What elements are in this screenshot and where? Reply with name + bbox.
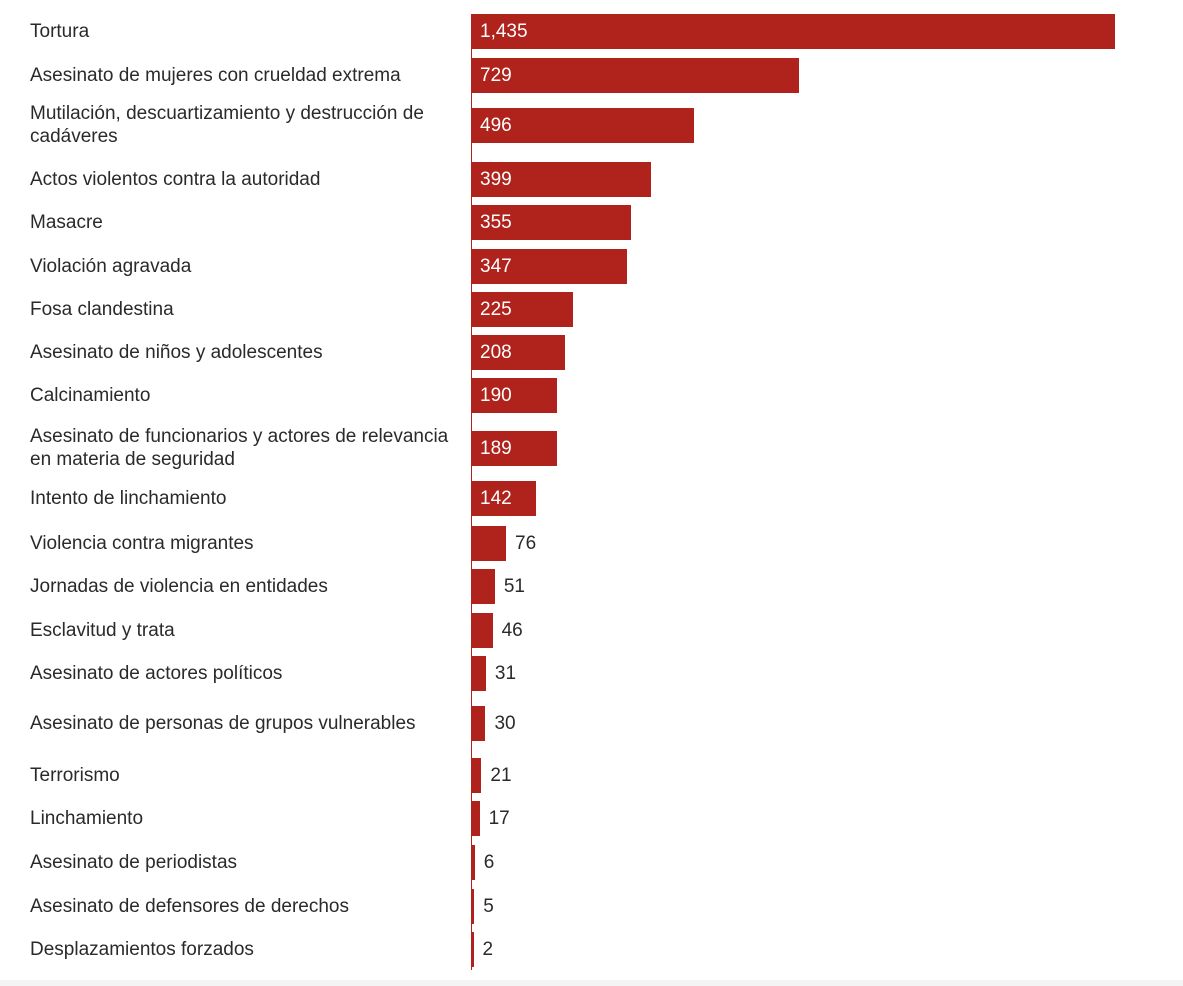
- bar: [472, 888, 475, 924]
- bar: [472, 430, 557, 466]
- category-label: Tortura: [30, 20, 90, 42]
- category-label: Violación agravada: [30, 255, 192, 277]
- category-label: Terrorismo: [30, 764, 120, 786]
- bar: [472, 655, 486, 691]
- category-label: Jornadas de violencia en entidades: [30, 575, 328, 597]
- value-label: 208: [480, 341, 512, 363]
- value-label: 347: [480, 255, 512, 277]
- bar: [472, 107, 695, 143]
- bar: [472, 525, 507, 561]
- footer-divider: [0, 980, 1183, 986]
- category-label: Calcinamiento: [30, 384, 151, 406]
- bar: [472, 248, 628, 284]
- value-label: 496: [480, 114, 512, 136]
- category-label: Masacre: [30, 211, 103, 233]
- bar: [472, 291, 573, 327]
- category-label: Asesinato de personas de grupos vulnerab…: [30, 712, 416, 734]
- category-label: Desplazamientos forzados: [30, 938, 254, 960]
- category-label: Linchamiento: [30, 807, 144, 829]
- value-label: 190: [480, 384, 512, 406]
- bar: [472, 161, 651, 197]
- category-label: Asesinato de periodistas: [30, 851, 238, 873]
- category-label: Asesinato de niños y adolescentes: [30, 341, 323, 363]
- bar: [472, 931, 474, 967]
- chart-baseline: [471, 14, 472, 970]
- value-label: 399: [480, 168, 512, 190]
- category-label: Esclavitud y trata: [30, 619, 175, 641]
- bar: [472, 705, 486, 741]
- category-label: Asesinato de funcionarios y actores de r…: [30, 426, 449, 470]
- value-label: 225: [480, 298, 512, 320]
- bar: [472, 612, 493, 648]
- value-label: 76: [515, 532, 537, 554]
- bar: [472, 757, 482, 793]
- value-label: 17: [488, 807, 510, 829]
- value-label: 21: [490, 764, 512, 786]
- value-label: 46: [501, 619, 523, 641]
- category-label: Asesinato de defensores de derechos: [30, 895, 349, 917]
- category-label: Asesinato de mujeres con crueldad extrem…: [30, 64, 401, 86]
- category-label: Fosa clandestina: [30, 298, 174, 320]
- value-label: 1,435: [480, 20, 528, 42]
- bar: [472, 568, 495, 604]
- bar: [472, 800, 480, 836]
- value-label: 30: [494, 712, 516, 734]
- bar: [472, 204, 632, 240]
- value-label: 51: [503, 575, 525, 597]
- category-label: Asesinato de actores políticos: [30, 662, 283, 684]
- category-label: Violencia contra migrantes: [30, 532, 254, 554]
- bar: [472, 377, 558, 413]
- category-label: Actos violentos contra la autoridad: [30, 168, 321, 190]
- category-label: Intento de linchamiento: [30, 487, 227, 509]
- bar: [472, 57, 799, 93]
- value-label: 31: [494, 662, 517, 684]
- value-label: 189: [480, 437, 512, 459]
- value-label: 6: [483, 851, 495, 873]
- value-label: 142: [480, 487, 512, 509]
- bar: [472, 480, 536, 516]
- value-label: 729: [480, 64, 512, 86]
- bar: [472, 334, 566, 370]
- bar: [472, 13, 1115, 49]
- value-label: 2: [482, 938, 494, 960]
- value-label: 5: [483, 895, 494, 917]
- category-label: Mutilación, descuartizamiento y destrucc…: [30, 103, 424, 147]
- value-label: 355: [480, 211, 512, 233]
- bar: [472, 844, 475, 880]
